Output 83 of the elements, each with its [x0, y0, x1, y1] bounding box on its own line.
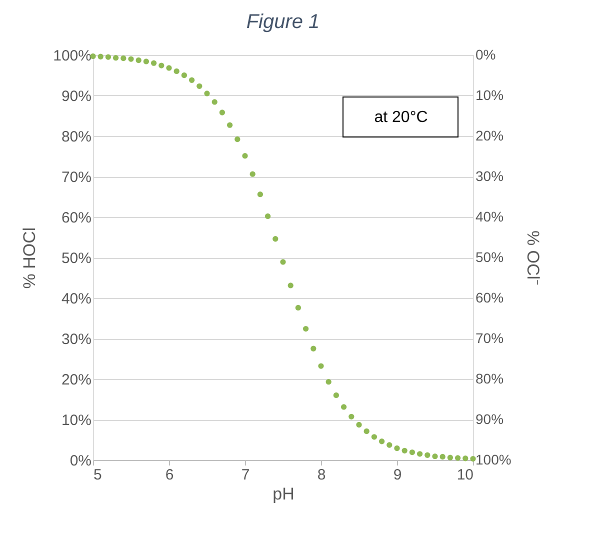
- point: [150, 60, 157, 66]
- point: [242, 153, 248, 159]
- point: [204, 90, 210, 96]
- point: [424, 452, 430, 458]
- y2-tick-label: 0%: [476, 46, 496, 62]
- x-tick-label: 5: [94, 466, 102, 484]
- y-tick-label: 90%: [61, 88, 92, 105]
- point: [112, 55, 119, 61]
- point: [409, 449, 416, 456]
- y2-tick-label: 50%: [476, 249, 504, 265]
- x-tick-label: 9: [393, 466, 402, 484]
- point: [250, 171, 256, 177]
- y-tick-label: 10%: [61, 412, 92, 429]
- y2-tick-label: 10%: [476, 87, 504, 103]
- point: [364, 428, 370, 434]
- annotation: at 20°C: [374, 109, 428, 126]
- x-tick-label: 10: [456, 466, 474, 484]
- y-tick-label: 30%: [61, 331, 92, 348]
- y-axis-title: % HOCl: [20, 227, 40, 289]
- x-tick-label: 6: [165, 466, 174, 484]
- point: [454, 455, 461, 461]
- point: [158, 62, 164, 68]
- point: [356, 422, 362, 428]
- point: [166, 65, 172, 71]
- point: [234, 136, 240, 142]
- x-axis-title: pH: [272, 484, 294, 504]
- y-tick-label: 0%: [70, 452, 92, 470]
- y2-tick-label: 100%: [476, 452, 512, 468]
- point: [470, 456, 476, 462]
- point: [181, 72, 188, 78]
- point: [105, 54, 112, 60]
- point: [257, 192, 264, 198]
- point: [302, 326, 309, 332]
- point: [432, 454, 438, 460]
- chart-title: Figure 1: [246, 11, 320, 33]
- point: [136, 57, 142, 64]
- point: [288, 282, 294, 288]
- point: [310, 346, 316, 352]
- point: [295, 304, 302, 311]
- y2-tick-label: 60%: [476, 290, 504, 306]
- y-tick-label: 70%: [61, 169, 92, 186]
- point: [219, 110, 226, 116]
- point: [326, 379, 332, 385]
- point: [196, 83, 202, 90]
- point: [318, 363, 324, 369]
- point: [394, 445, 400, 452]
- y-tick-label: 80%: [61, 128, 92, 146]
- y2-tick-label: 30%: [476, 168, 504, 184]
- point: [128, 56, 134, 62]
- point: [402, 448, 408, 454]
- point: [264, 213, 271, 220]
- y2-tick-label: 70%: [476, 330, 504, 346]
- y-tick-label: 50%: [61, 250, 92, 267]
- point: [212, 99, 218, 105]
- point: [188, 77, 195, 83]
- point: [378, 438, 385, 444]
- point: [272, 236, 278, 242]
- point: [440, 454, 446, 460]
- y2-axis-title: % OCl⁻: [523, 230, 542, 286]
- point: [386, 442, 392, 448]
- point: [174, 68, 180, 74]
- point: [447, 454, 454, 460]
- point: [333, 392, 340, 398]
- y-tick-label: 20%: [61, 372, 92, 388]
- y-tick-label: 40%: [61, 290, 92, 308]
- y2-tick-label: 20%: [476, 128, 504, 144]
- point: [348, 414, 354, 420]
- x-tick-label: 7: [241, 466, 250, 484]
- point: [462, 456, 468, 462]
- point: [226, 122, 233, 128]
- point: [120, 55, 126, 62]
- point: [371, 434, 378, 440]
- y-tick-label: 60%: [61, 210, 92, 226]
- point: [98, 54, 104, 60]
- x-tick-label: 8: [317, 466, 326, 484]
- y2-tick-label: 40%: [476, 208, 504, 224]
- y-tick-label: 100%: [53, 48, 92, 64]
- point: [416, 451, 423, 457]
- point: [340, 404, 347, 410]
- y2-tick-label: 80%: [476, 370, 504, 386]
- point: [143, 58, 150, 64]
- point: [280, 259, 286, 265]
- y2-tick-label: 90%: [476, 411, 504, 427]
